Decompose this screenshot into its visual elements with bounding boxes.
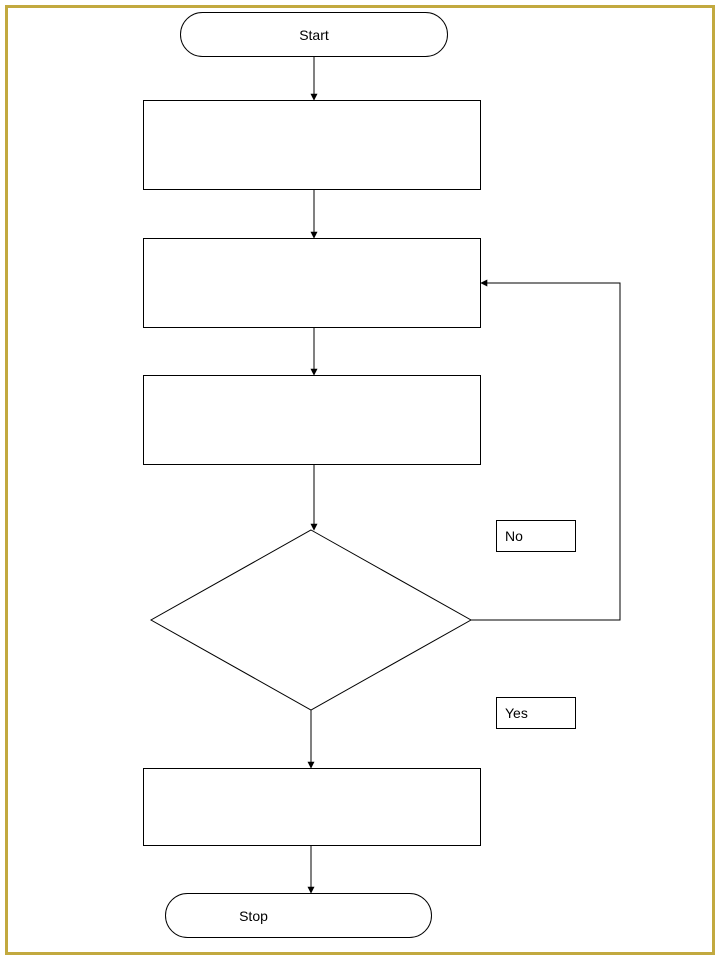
process-2 — [143, 238, 481, 328]
process-1 — [143, 100, 481, 190]
terminal-start: Start — [180, 12, 448, 57]
process-3 — [143, 375, 481, 465]
decision-no-label: No — [505, 528, 523, 544]
terminal-stop: Stop — [165, 893, 432, 938]
decision-yes-label: Yes — [505, 705, 528, 721]
process-4 — [143, 768, 481, 846]
decision-yes-label-box: Yes — [496, 697, 576, 729]
decision-no-label-box: No — [496, 520, 576, 552]
terminal-start-label: Start — [299, 27, 329, 43]
terminal-stop-label: Stop — [239, 908, 268, 924]
